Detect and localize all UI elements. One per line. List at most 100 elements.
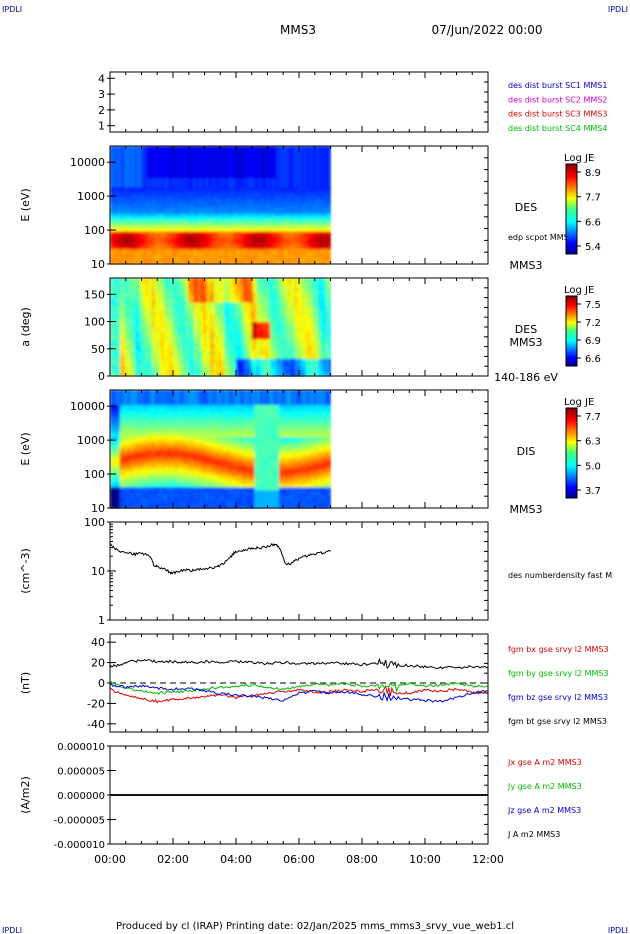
heatmap-cell (200, 157, 204, 162)
heatmap-cell (138, 282, 141, 286)
heatmap-cell (217, 184, 221, 188)
heatmap-cell (296, 228, 300, 233)
heatmap-cell (259, 205, 263, 209)
heatmap-cell (244, 210, 248, 215)
heatmap-cell (227, 234, 231, 239)
heatmap-cell (142, 290, 145, 294)
heatmap-cell (141, 228, 145, 233)
heatmap-cell (114, 309, 117, 313)
heatmap-cell (193, 219, 197, 224)
heatmap-cell (122, 231, 126, 236)
heatmap-cell (146, 344, 149, 348)
heatmap-cell (110, 187, 114, 191)
heatmap-cell (188, 210, 192, 215)
heatmap-cell (150, 363, 153, 367)
heatmap-cell (247, 252, 251, 256)
heatmap-cell (210, 249, 214, 253)
heatmap-cell (276, 249, 280, 253)
heatmap-cell (306, 190, 310, 194)
heatmap-cell (281, 172, 285, 177)
heatmap-cell (168, 216, 172, 221)
heatmap-cell (254, 163, 258, 168)
heatmap-cell (149, 228, 153, 233)
heatmap-cell (124, 228, 128, 233)
heatmap-cell (126, 319, 129, 323)
heatmap-cell (254, 228, 258, 233)
heatmap-cell (198, 193, 202, 197)
heatmap-cell (291, 237, 295, 241)
heatmap-cell (232, 193, 236, 197)
heatmap-cell (154, 261, 158, 265)
heatmap-cell (136, 327, 139, 331)
heatmap-cell (234, 243, 238, 247)
heatmap-cell (120, 297, 123, 301)
heatmap-cell (156, 300, 159, 304)
y-tick-label: 4 (98, 72, 105, 85)
heatmap-cell (116, 346, 119, 350)
heatmap-cell (323, 172, 327, 177)
heatmap-cell (132, 163, 136, 168)
heatmap-cell (283, 148, 287, 153)
heatmap-cell (257, 225, 261, 230)
heatmap-cell (328, 169, 332, 174)
heatmap-cell (149, 234, 153, 239)
heatmap-cell (142, 278, 145, 282)
heatmap-cell (110, 249, 114, 253)
heatmap-cell (141, 255, 145, 259)
heatmap-cell (146, 243, 150, 247)
heatmap-cell (281, 184, 285, 188)
heatmap-cell (124, 351, 127, 355)
heatmap-cell (160, 324, 163, 328)
heatmap-cell (308, 157, 312, 162)
heatmap-cell (132, 205, 136, 209)
heatmap-cell (181, 252, 185, 256)
heatmap-cell (146, 219, 150, 224)
heatmap-cell (166, 205, 170, 209)
heatmap-cell (144, 199, 148, 203)
heatmap-cell (132, 255, 136, 259)
heatmap-cell (129, 175, 133, 180)
heatmap-cell (152, 349, 155, 353)
heatmap-cell (293, 175, 297, 180)
heatmap-cell (291, 228, 295, 233)
heatmap-cell (210, 231, 214, 236)
heatmap-cell (178, 252, 182, 256)
heatmap-cell (269, 231, 273, 236)
heatmap-cell (149, 154, 153, 159)
heatmap-cell (127, 172, 131, 177)
heatmap-cell (274, 190, 278, 194)
heatmap-cell (134, 222, 138, 227)
heatmap-cell (164, 353, 167, 357)
heatmap-cell (138, 314, 141, 318)
y-tick-label: 3 (98, 88, 105, 101)
heatmap-cell (291, 169, 295, 174)
heatmap-cell (140, 361, 143, 365)
heatmap-cell (159, 178, 163, 182)
heatmap-cell (225, 228, 229, 233)
heatmap-cell (227, 199, 231, 203)
heatmap-cell (127, 181, 131, 185)
heatmap-cell (124, 309, 127, 313)
heatmap-cell (234, 205, 238, 209)
heatmap-cell (279, 240, 283, 244)
heatmap-cell (215, 151, 219, 156)
heatmap-cell (127, 213, 131, 218)
heatmap-cell (110, 280, 113, 284)
heatmap-cell (159, 154, 163, 159)
heatmap-cell (140, 307, 143, 311)
heatmap-cell (315, 240, 319, 244)
heatmap-cell (328, 213, 332, 218)
heatmap-cell (183, 210, 187, 215)
heatmap-cell (293, 216, 297, 221)
heatmap-cell (178, 178, 182, 182)
heatmap-cell (203, 154, 207, 159)
heatmap-cell (126, 366, 129, 370)
heatmap-cell (276, 231, 280, 236)
heatmap-cell (293, 261, 297, 265)
heatmap-cell (261, 261, 265, 265)
heatmap-cell (112, 154, 116, 159)
heatmap-cell (144, 202, 148, 206)
heatmap-cell (118, 371, 121, 375)
heatmap-cell (244, 219, 248, 224)
heatmap-cell (318, 157, 322, 162)
